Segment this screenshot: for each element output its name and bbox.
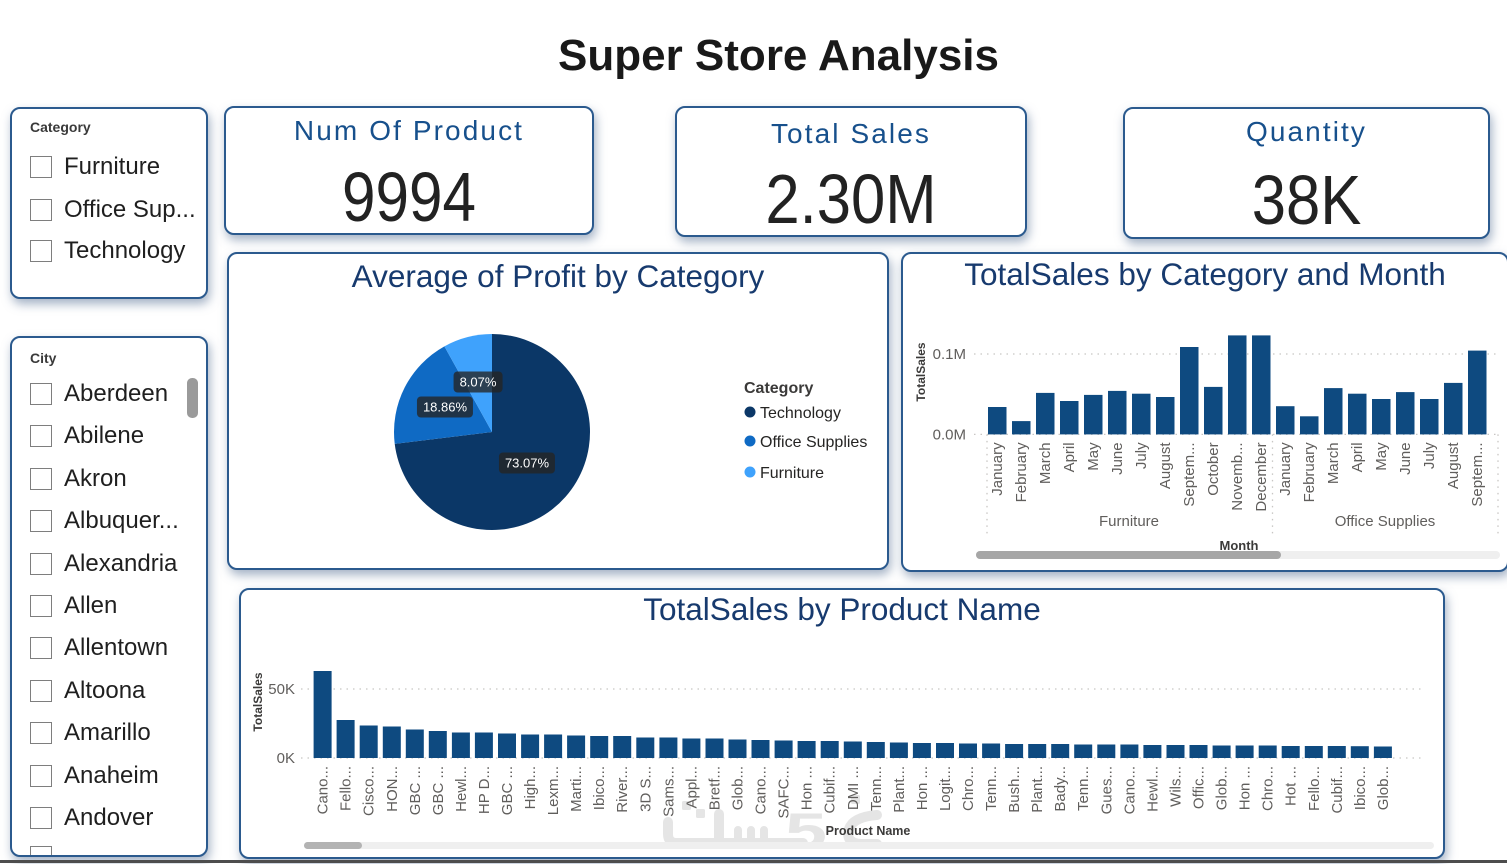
svg-text:HP D...: HP D...	[476, 766, 493, 814]
svg-text:Septem...: Septem...	[1181, 442, 1198, 506]
svg-text:Sams...: Sams...	[660, 766, 677, 817]
svg-text:August: August	[1157, 442, 1174, 490]
svg-text:Glob...: Glob...	[1375, 766, 1392, 810]
svg-text:River...: River...	[614, 766, 631, 813]
svg-text:0.1M: 0.1M	[933, 346, 966, 363]
svg-text:Cubif...: Cubif...	[1329, 766, 1346, 814]
svg-text:June: June	[1109, 442, 1126, 475]
svg-text:Novemb...: Novemb...	[1229, 442, 1246, 510]
svg-text:Hewl...: Hewl...	[1144, 766, 1161, 812]
svg-text:GBC ...: GBC ...	[499, 766, 516, 815]
svg-text:Bady...: Bady...	[1052, 766, 1069, 812]
svg-text:TotalSales: TotalSales	[251, 672, 265, 731]
svg-text:Cisco...: Cisco...	[361, 766, 378, 816]
svg-text:October: October	[1205, 442, 1222, 495]
svg-text:Technology: Technology	[760, 405, 841, 422]
svg-text:Offic...: Offic...	[1191, 766, 1208, 809]
svg-text:Hewl...: Hewl...	[453, 766, 470, 812]
svg-text:March: March	[1325, 442, 1342, 484]
svg-text:Tenn...: Tenn...	[1075, 766, 1092, 811]
svg-text:Tenn...: Tenn...	[868, 766, 885, 811]
svg-text:TotalSales: TotalSales	[914, 342, 928, 401]
svg-text:0K: 0K	[277, 750, 295, 767]
svg-text:Ibico...: Ibico...	[1352, 766, 1369, 810]
svg-text:April: April	[1061, 442, 1078, 472]
svg-text:July: July	[1133, 442, 1150, 469]
svg-text:Hot ...: Hot ...	[1283, 766, 1300, 806]
svg-text:Cano...: Cano...	[753, 766, 770, 814]
svg-text:Cano...: Cano...	[1121, 766, 1138, 814]
svg-text:Month: Month	[1220, 538, 1259, 553]
svg-text:Appl...: Appl...	[683, 766, 700, 809]
svg-text:March: March	[1037, 442, 1054, 484]
svg-text:Fello...: Fello...	[338, 766, 355, 811]
svg-text:January: January	[1277, 442, 1294, 496]
svg-text:Glob...: Glob...	[1214, 766, 1231, 810]
svg-text:Hon ...: Hon ...	[914, 766, 931, 810]
svg-text:50K: 50K	[268, 681, 295, 698]
svg-text:3D S...: 3D S...	[637, 766, 654, 812]
svg-text:HON...: HON...	[384, 766, 401, 812]
svg-text:Bush...: Bush...	[1006, 766, 1023, 813]
svg-text:Furniture: Furniture	[1099, 513, 1159, 530]
svg-text:Fello...: Fello...	[1306, 766, 1323, 811]
svg-text:May: May	[1373, 442, 1390, 471]
svg-text:Chro...: Chro...	[960, 766, 977, 811]
svg-text:Cano...: Cano...	[315, 766, 332, 814]
svg-text:Glob...: Glob...	[730, 766, 747, 810]
svg-text:Hon ...: Hon ...	[799, 766, 816, 810]
svg-text:Plant...: Plant...	[1029, 766, 1046, 813]
svg-text:Plant...: Plant...	[891, 766, 908, 813]
svg-text:Gues...: Gues...	[1098, 766, 1115, 814]
svg-text:Hon ...: Hon ...	[1237, 766, 1254, 810]
svg-text:DMI ...: DMI ...	[845, 766, 862, 810]
svg-text:July: July	[1421, 442, 1438, 469]
svg-text:Marti...: Marti...	[568, 766, 585, 812]
svg-text:Category: Category	[744, 380, 813, 397]
svg-text:Office Supplies: Office Supplies	[760, 434, 867, 451]
svg-text:Septem...: Septem...	[1469, 442, 1486, 506]
svg-text:June: June	[1397, 442, 1414, 475]
svg-text:Office Supplies: Office Supplies	[1335, 513, 1436, 530]
svg-text:Lexm...: Lexm...	[545, 766, 562, 815]
svg-text:January: January	[989, 442, 1006, 496]
svg-text:Ibico...: Ibico...	[591, 766, 608, 810]
svg-text:SAFC...: SAFC...	[776, 766, 793, 819]
svg-text:August: August	[1445, 442, 1462, 490]
svg-text:February: February	[1301, 442, 1318, 503]
svg-text:May: May	[1085, 442, 1102, 471]
svg-text:April: April	[1349, 442, 1366, 472]
svg-text:Cubif...: Cubif...	[822, 766, 839, 814]
svg-text:High...: High...	[522, 766, 539, 809]
svg-text:Furniture: Furniture	[760, 465, 824, 482]
svg-text:Wils...: Wils...	[1168, 766, 1185, 807]
svg-text:Tenn...: Tenn...	[983, 766, 1000, 811]
svg-text:February: February	[1013, 442, 1030, 503]
svg-text:Logit...: Logit...	[937, 766, 954, 811]
svg-text:Bretf...: Bretf...	[707, 766, 724, 810]
svg-text:Product Name: Product Name	[826, 824, 911, 838]
svg-text:0.0M: 0.0M	[933, 426, 966, 443]
svg-text:GBC ...: GBC ...	[407, 766, 424, 815]
svg-text:GBC ...: GBC ...	[430, 766, 447, 815]
svg-text:December: December	[1253, 442, 1270, 511]
svg-text:Chro...: Chro...	[1260, 766, 1277, 811]
